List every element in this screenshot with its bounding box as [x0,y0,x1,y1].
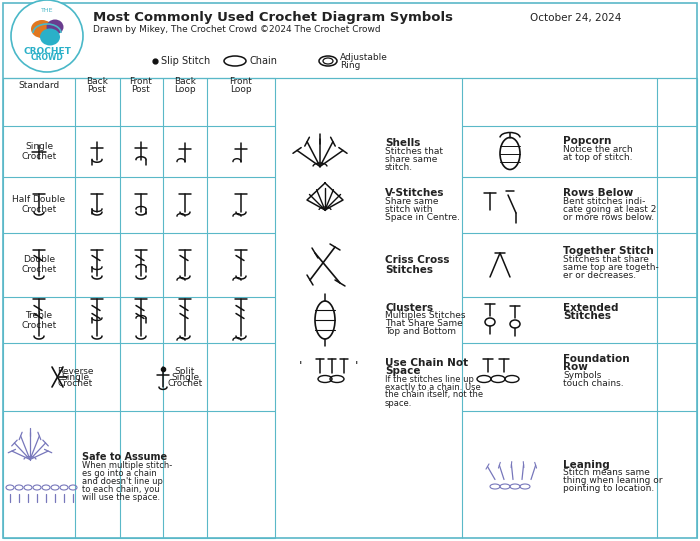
Text: Double: Double [23,255,55,265]
Text: Use Chain Not: Use Chain Not [385,358,468,368]
Text: Chain: Chain [249,56,277,66]
Text: Split: Split [175,367,195,377]
Text: Together Stitch: Together Stitch [563,246,654,256]
Text: Crochet: Crochet [22,266,57,274]
Text: Half Double: Half Double [13,195,66,204]
Text: Front: Front [130,77,153,87]
Text: Crochet: Crochet [22,206,57,214]
Text: V-Stitches: V-Stitches [385,188,444,198]
Text: Drawn by Mikey, The Crochet Crowd ©2024 The Crochet Crowd: Drawn by Mikey, The Crochet Crowd ©2024 … [93,25,381,35]
Text: Stitches that: Stitches that [385,147,443,156]
Text: Reverse: Reverse [57,367,93,377]
Text: ': ' [354,360,358,373]
Text: CROCHET: CROCHET [23,47,71,56]
Text: same top are togeth-: same top are togeth- [563,262,659,272]
Text: cate going at least 2: cate going at least 2 [563,204,657,214]
Text: Post: Post [88,84,106,94]
Text: Adjustable: Adjustable [340,54,388,63]
Text: Safe to Assume: Safe to Assume [82,452,167,461]
Text: Crochet: Crochet [57,379,92,388]
Text: will use the space.: will use the space. [82,493,160,502]
Text: Crochet: Crochet [22,320,57,329]
Text: That Share Same: That Share Same [385,320,463,328]
Text: Symbols: Symbols [563,371,601,379]
Text: Front: Front [230,77,253,87]
Text: October 24, 2024: October 24, 2024 [530,13,622,23]
Circle shape [11,0,83,72]
Text: Space: Space [385,366,421,376]
Text: Stitches: Stitches [385,265,433,275]
Text: pointing to location.: pointing to location. [563,484,655,493]
Text: Slip Stitch: Slip Stitch [161,56,210,66]
Text: Stitches that share: Stitches that share [563,254,649,263]
Text: stitch.: stitch. [385,163,413,172]
Text: Stitches: Stitches [563,311,611,321]
Ellipse shape [40,29,60,45]
Text: Notice the arch: Notice the arch [563,145,633,154]
Text: ': ' [298,360,302,373]
Text: Ring: Ring [340,61,360,69]
Text: Top and Bottom: Top and Bottom [385,327,456,337]
Text: THE: THE [41,8,53,12]
Text: Single: Single [25,142,53,151]
Text: Stitch means same: Stitch means same [563,468,650,477]
Text: to each chain, you: to each chain, you [82,485,160,494]
Text: Multiples Stitches: Multiples Stitches [385,312,466,320]
Text: Single: Single [171,373,199,381]
Text: exactly to a chain. Use: exactly to a chain. Use [385,382,481,392]
Text: Crochet: Crochet [167,379,202,388]
Text: the chain itself, not the: the chain itself, not the [385,391,483,399]
Text: Loop: Loop [174,84,196,94]
Text: Leaning: Leaning [563,459,610,470]
Text: es go into a chain: es go into a chain [82,469,157,478]
Text: share same: share same [385,155,438,164]
Text: Popcorn: Popcorn [563,136,611,147]
Text: Rows Below: Rows Below [563,188,634,198]
Text: Shells: Shells [385,138,421,148]
Text: touch chains.: touch chains. [563,379,624,387]
Text: space.: space. [385,399,412,407]
Text: Loop: Loop [230,84,252,94]
Text: Row: Row [563,362,588,372]
Text: Treble: Treble [25,311,52,320]
Text: Back: Back [86,77,108,87]
Text: CROWD: CROWD [31,54,64,63]
Text: Single: Single [61,373,89,381]
Text: and doesn't line up: and doesn't line up [82,477,163,486]
Text: Clusters: Clusters [385,303,433,313]
Text: Foundation: Foundation [563,354,629,364]
Text: Most Commonly Used Crochet Diagram Symbols: Most Commonly Used Crochet Diagram Symbo… [93,11,453,24]
Text: Standard: Standard [18,81,60,89]
Text: or more rows below.: or more rows below. [563,213,654,221]
Text: If the stitches line up: If the stitches line up [385,374,474,384]
Text: Crochet: Crochet [22,152,57,161]
Text: stitch with: stitch with [385,204,433,214]
Text: Post: Post [132,84,150,94]
Text: Criss Cross: Criss Cross [385,255,449,265]
Text: Space in Centre.: Space in Centre. [385,213,460,221]
Ellipse shape [31,20,53,38]
Ellipse shape [46,19,64,35]
Text: thing when leaning or: thing when leaning or [563,476,662,485]
Text: Share same: Share same [385,196,438,206]
Text: er or decreases.: er or decreases. [563,270,636,280]
Text: Back: Back [174,77,196,87]
Text: When multiple stitch-: When multiple stitch- [82,461,172,470]
Text: Extended: Extended [563,303,619,313]
Text: at top of stitch.: at top of stitch. [563,153,633,162]
Text: Bent stitches indi-: Bent stitches indi- [563,196,645,206]
